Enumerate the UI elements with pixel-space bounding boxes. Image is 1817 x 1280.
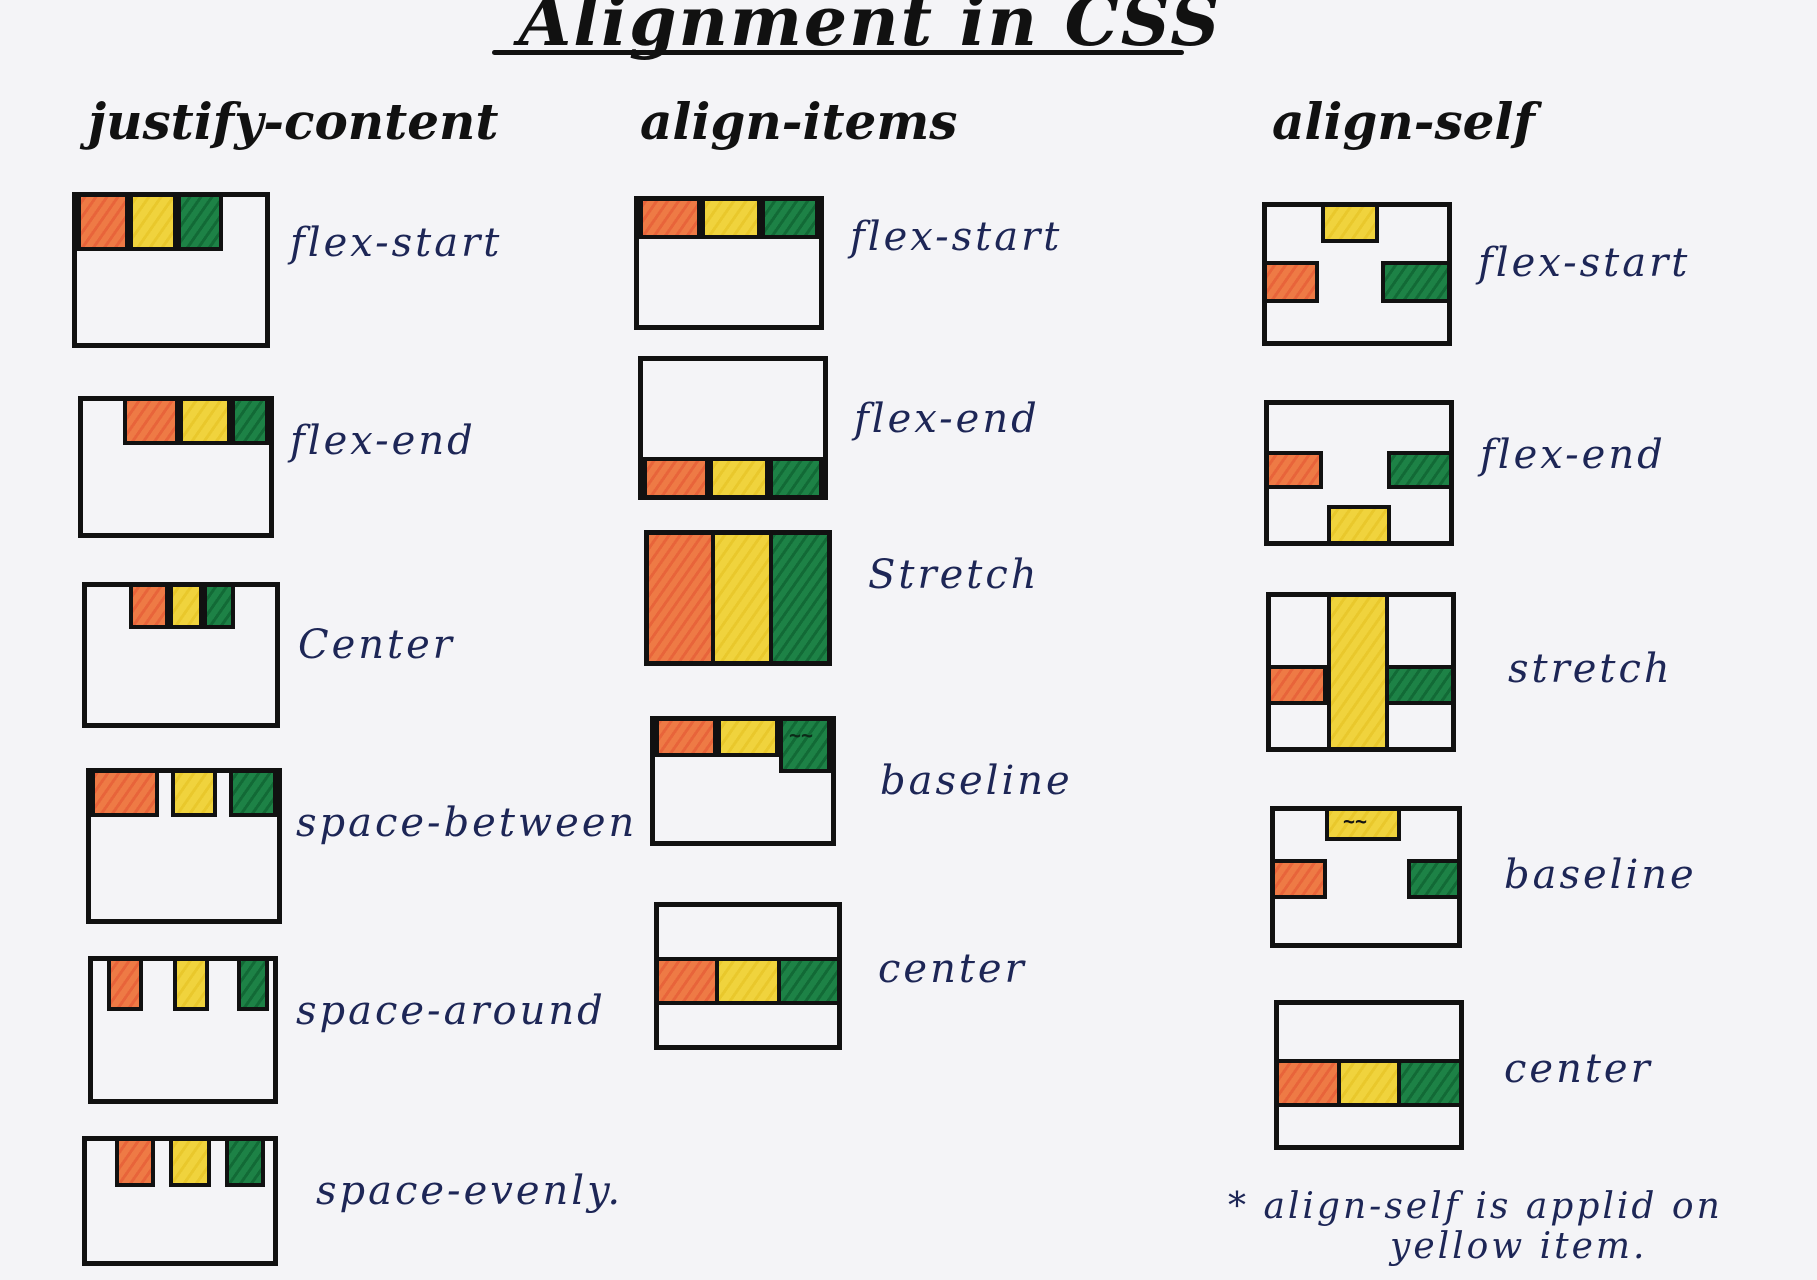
item-green: [781, 961, 837, 1001]
text-squiggle-icon: ~~: [1343, 809, 1368, 833]
item-orange: [115, 1141, 155, 1187]
label-align-items-center: center: [878, 946, 1027, 992]
heading-align-items: align-items: [640, 92, 958, 151]
align-self-flex-end-container: [1264, 400, 1454, 546]
item-yellow: [171, 773, 217, 817]
item-yellow: [169, 1141, 211, 1187]
item-orange: [129, 587, 169, 629]
item-green: [229, 773, 277, 817]
label-align-self-stretch: stretch: [1508, 646, 1673, 692]
align-self-flex-start-container: [1262, 202, 1452, 346]
item-green: [203, 587, 235, 629]
label-align-self-flex-start: flex-start: [1478, 240, 1691, 286]
align-self-stretch-container: [1266, 592, 1456, 752]
item-green: [773, 535, 827, 661]
item-orange: [1269, 451, 1323, 489]
item-orange: [649, 535, 715, 661]
item-orange: [1271, 665, 1327, 705]
item-green: [769, 457, 823, 495]
item-green: [231, 401, 269, 445]
item-orange: [655, 721, 717, 757]
align-self-center-container: [1274, 1000, 1464, 1150]
center-line-top: [1279, 1059, 1459, 1063]
item-orange: [1275, 859, 1327, 899]
item-orange: [123, 401, 179, 445]
heading-align-self: align-self: [1272, 92, 1535, 151]
item-green: [237, 961, 269, 1011]
label-align-items-baseline: baseline: [880, 758, 1073, 804]
item-orange: [659, 961, 719, 1001]
label-align-self-flex-end: flex-end: [1480, 432, 1666, 478]
align-items-center-container: [654, 902, 842, 1050]
justify-flex-end-container: [78, 396, 274, 538]
note-line-1: * align-self is applid on: [1228, 1186, 1723, 1227]
item-green: [1407, 859, 1457, 899]
item-green: [177, 197, 223, 251]
item-yellow: [1327, 597, 1389, 747]
item-orange: [91, 773, 159, 817]
align-items-baseline-container: ~~: [650, 716, 836, 846]
item-green: [1401, 1063, 1459, 1103]
item-yellow: [709, 457, 769, 495]
label-justify-flex-end: flex-end: [290, 418, 476, 464]
item-orange: [1279, 1063, 1341, 1103]
item-yellow: [1321, 207, 1379, 243]
heading-justify-content: justify-content: [88, 92, 499, 151]
item-green: [1387, 451, 1449, 489]
label-justify-flex-start: flex-start: [290, 220, 503, 266]
item-yellow: [179, 401, 231, 445]
item-green: [1381, 261, 1447, 303]
label-align-self-baseline: baseline: [1504, 852, 1697, 898]
item-orange: [639, 201, 701, 239]
label-align-items-flex-end: flex-end: [854, 396, 1040, 442]
item-yellow: [169, 587, 203, 629]
item-yellow: ~~: [1325, 811, 1401, 841]
label-justify-center: Center: [298, 622, 455, 668]
align-items-stretch-container: [644, 530, 832, 666]
center-line-bottom: [1279, 1103, 1459, 1107]
item-orange: [1267, 261, 1319, 303]
label-justify-space-around: space-around: [296, 988, 606, 1034]
justify-space-evenly-container: [82, 1136, 278, 1266]
item-orange: [77, 197, 129, 251]
label-justify-space-between: space-between: [296, 800, 638, 846]
item-yellow: [129, 197, 177, 251]
label-align-items-stretch: Stretch: [868, 552, 1040, 598]
item-yellow: [715, 535, 773, 661]
item-green: ~~: [779, 721, 831, 773]
justify-space-between-container: [86, 768, 282, 924]
item-green: [761, 201, 819, 239]
justify-space-around-container: [88, 956, 278, 1104]
item-yellow: [717, 721, 779, 757]
item-orange: [643, 457, 709, 495]
item-orange: [107, 961, 143, 1011]
center-line-top: [659, 957, 837, 961]
align-items-flex-end-container: [638, 356, 828, 500]
item-yellow: [173, 961, 209, 1011]
item-green: [1389, 665, 1451, 705]
align-items-flex-start-container: [634, 196, 824, 330]
item-yellow: [701, 201, 761, 239]
center-line-bottom: [659, 1001, 837, 1005]
justify-flex-start-container: [72, 192, 270, 348]
item-yellow: [1327, 505, 1391, 541]
label-align-items-flex-start: flex-start: [850, 214, 1063, 260]
align-self-baseline-container: ~~: [1270, 806, 1462, 948]
justify-center-container: [82, 582, 280, 728]
note-line-2: yellow item.: [1390, 1226, 1648, 1267]
text-squiggle-icon: ~~: [789, 723, 814, 747]
label-justify-space-evenly: space-evenly.: [316, 1168, 624, 1214]
title-underline: [492, 50, 1184, 55]
item-yellow: [1341, 1063, 1401, 1103]
item-green: [225, 1141, 265, 1187]
item-yellow: [719, 961, 781, 1001]
label-align-self-center: center: [1504, 1046, 1653, 1092]
